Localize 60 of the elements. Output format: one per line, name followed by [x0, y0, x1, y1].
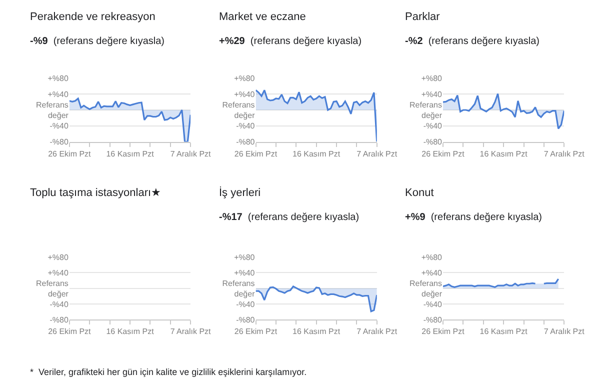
- x-tick-label: 16 Kasım Pzt: [480, 149, 528, 158]
- y-tick-label: Referans değer: [222, 278, 256, 298]
- y-tick-label: -%40: [423, 122, 443, 131]
- x-tick-label: 7 Aralık Pzt: [544, 149, 586, 158]
- x-tick-label: 7 Aralık Pzt: [356, 149, 398, 158]
- chart-title: İş yerleri: [219, 186, 261, 199]
- chart-title: Market ve eczane: [219, 11, 306, 23]
- x-tick-label: 26 Ekim Pzt: [422, 149, 466, 158]
- y-tick-label: -%80: [236, 138, 256, 147]
- y-tick-label: +%40: [234, 90, 256, 99]
- y-tick-label: -%40: [236, 122, 256, 131]
- y-tick-label: -%40: [50, 122, 69, 131]
- x-tick-label: 16 Kasım Pzt: [106, 149, 155, 158]
- text: * Veriler, grafikteki her gün için kalite ve gizlilik eşiklerini karşılamıyor.: [30, 367, 307, 377]
- x-tick-label: 7 Aralık Pzt: [170, 327, 212, 336]
- x-tick-label: 26 Ekim Pzt: [48, 149, 92, 158]
- y-tick-label: Referans değer: [410, 100, 442, 120]
- chart-subtitle: +%9 (referans değere kıyasla): [405, 212, 542, 223]
- y-tick-label: +%80: [421, 74, 443, 84]
- x-tick-label: 16 Kasım Pzt: [292, 327, 341, 336]
- y-tick-label: +%40: [234, 268, 256, 278]
- y-tick-label: Referans değer: [222, 100, 256, 120]
- y-tick-label: +%80: [48, 74, 69, 84]
- x-tick-label: 7 Aralık Pzt: [170, 149, 212, 158]
- y-tick-label: -%40: [50, 300, 69, 309]
- chart-title: Konut: [405, 187, 434, 199]
- chart-subtitle: +%29 (referans değere kıyasla): [219, 36, 362, 47]
- y-tick-label: -%80: [50, 315, 69, 324]
- x-tick-label: 16 Kasım Pzt: [106, 327, 155, 336]
- y-tick-label: Referans değer: [36, 100, 69, 120]
- y-tick-label: +%80: [48, 252, 69, 262]
- y-tick-label: +%80: [421, 252, 443, 262]
- y-tick-label: -%80: [423, 138, 443, 147]
- y-tick-label: -%40: [236, 300, 256, 309]
- chart-title: Toplu taşıma istasyonları★: [30, 187, 162, 199]
- x-tick-label: 26 Ekim Pzt: [48, 327, 92, 336]
- x-tick-label: 26 Ekim Pzt: [234, 327, 278, 336]
- x-tick-label: 26 Ekim Pzt: [234, 149, 278, 158]
- chart-title: Perakende ve rekreasyon: [30, 11, 156, 23]
- y-tick-label: +%80: [234, 74, 256, 84]
- y-tick-label: -%80: [236, 315, 256, 324]
- x-tick-label: 7 Aralık Pzt: [544, 327, 586, 336]
- y-tick-label: +%40: [48, 268, 69, 278]
- y-tick-label: +%80: [234, 252, 256, 262]
- chart-subtitle: -%17 (referans değere kıyasla): [219, 212, 360, 223]
- y-tick-label: -%80: [423, 315, 443, 324]
- x-tick-label: 7 Aralık Pzt: [356, 327, 398, 336]
- y-tick-label: +%40: [421, 90, 443, 99]
- chart-subtitle: -%9 (referans değere kıyasla): [30, 36, 165, 47]
- y-tick-label: +%40: [48, 90, 69, 99]
- x-tick-label: 16 Kasım Pzt: [292, 149, 341, 158]
- x-tick-label: 26 Ekim Pzt: [422, 327, 466, 336]
- y-tick-label: +%40: [421, 268, 443, 278]
- x-tick-label: 16 Kasım Pzt: [480, 327, 528, 336]
- y-tick-label: Referans değer: [36, 278, 69, 298]
- chart-subtitle: -%2 (referans değere kıyasla): [405, 36, 540, 47]
- y-tick-label: -%40: [423, 300, 443, 309]
- y-tick-label: Referans değer: [410, 278, 442, 298]
- y-tick-label: -%80: [50, 138, 69, 147]
- chart-title: Parklar: [405, 11, 440, 23]
